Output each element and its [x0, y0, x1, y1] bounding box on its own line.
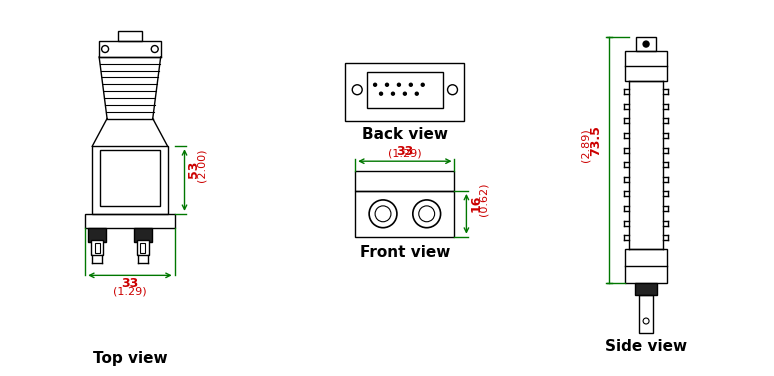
Circle shape — [421, 83, 424, 86]
Bar — [636, 37, 656, 51]
Circle shape — [643, 41, 649, 47]
Bar — [635, 283, 657, 295]
Bar — [625, 51, 667, 81]
Circle shape — [397, 83, 400, 86]
Bar — [94, 243, 100, 253]
Circle shape — [403, 92, 406, 95]
Bar — [92, 146, 168, 214]
Circle shape — [385, 83, 389, 86]
Bar — [355, 191, 454, 237]
Bar — [118, 31, 142, 41]
Text: Front view: Front view — [360, 245, 450, 260]
Bar — [100, 150, 159, 206]
Bar — [345, 63, 464, 120]
Circle shape — [409, 83, 413, 86]
Text: 33: 33 — [396, 145, 413, 158]
Circle shape — [379, 92, 382, 95]
Bar — [140, 243, 146, 253]
Text: (2.00): (2.00) — [197, 149, 207, 182]
Text: (1.29): (1.29) — [113, 286, 147, 296]
Bar — [625, 249, 667, 283]
Text: 16: 16 — [469, 194, 482, 212]
Bar — [137, 240, 149, 256]
Text: (0.62): (0.62) — [478, 182, 488, 216]
Bar — [367, 72, 443, 108]
Bar — [88, 228, 106, 242]
Text: 73.5: 73.5 — [589, 125, 602, 156]
Bar — [639, 295, 653, 333]
Text: 33: 33 — [122, 277, 139, 290]
Text: (1.29): (1.29) — [388, 136, 422, 158]
Circle shape — [374, 83, 377, 86]
Bar — [134, 228, 152, 242]
Text: Side view: Side view — [605, 339, 687, 354]
Text: 53: 53 — [187, 161, 200, 178]
Text: Back view: Back view — [362, 127, 448, 142]
Bar — [85, 214, 175, 228]
Bar — [355, 171, 454, 191]
Bar — [99, 41, 161, 57]
Bar — [91, 240, 103, 256]
Circle shape — [392, 92, 395, 95]
Text: Top view: Top view — [93, 351, 167, 366]
Text: (2.89): (2.89) — [580, 129, 591, 162]
Circle shape — [416, 92, 418, 95]
